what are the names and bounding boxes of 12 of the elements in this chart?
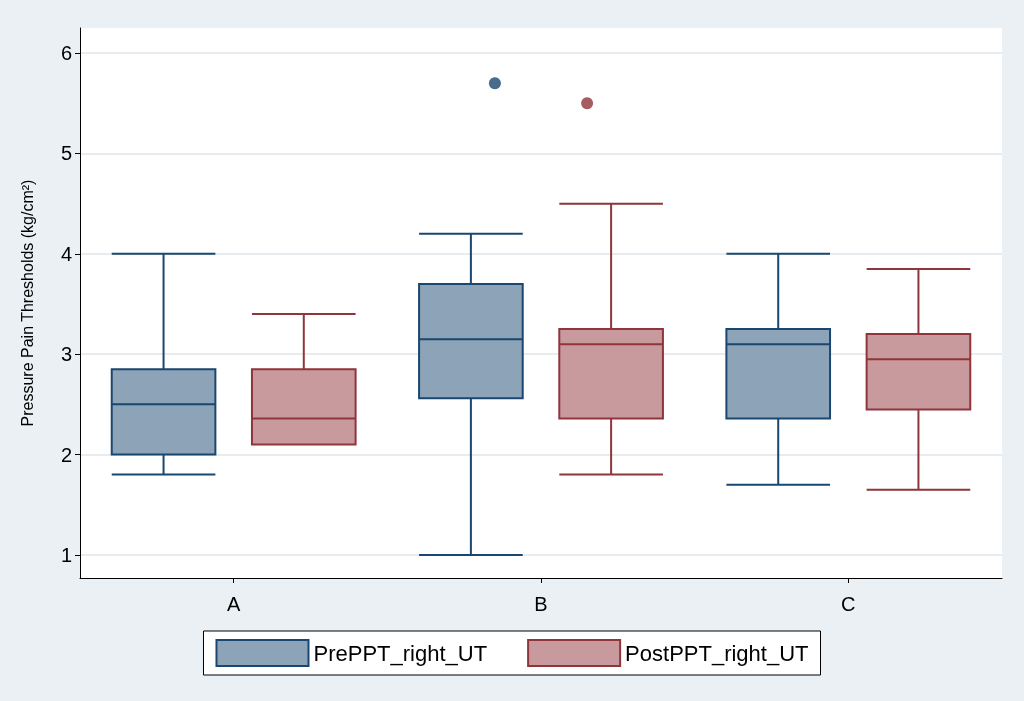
legend-label: PrePPT_right_UT — [313, 640, 488, 666]
y-tick-label: 2 — [60, 443, 72, 466]
x-tick-label: B — [534, 593, 548, 615]
y-tick-label: 6 — [60, 42, 72, 65]
y-axis-title: Pressure Pain Thresholds (kg/cm²) — [18, 179, 36, 427]
x-tick-label: C — [841, 593, 856, 615]
y-tick-label: 5 — [60, 142, 72, 165]
y-tick-label: 1 — [60, 543, 72, 566]
y-tick-label: 4 — [60, 242, 72, 265]
legend-label: PostPPT_right_UT — [625, 640, 809, 666]
y-tick-label: 3 — [60, 343, 72, 366]
x-tick-label: A — [226, 593, 241, 615]
